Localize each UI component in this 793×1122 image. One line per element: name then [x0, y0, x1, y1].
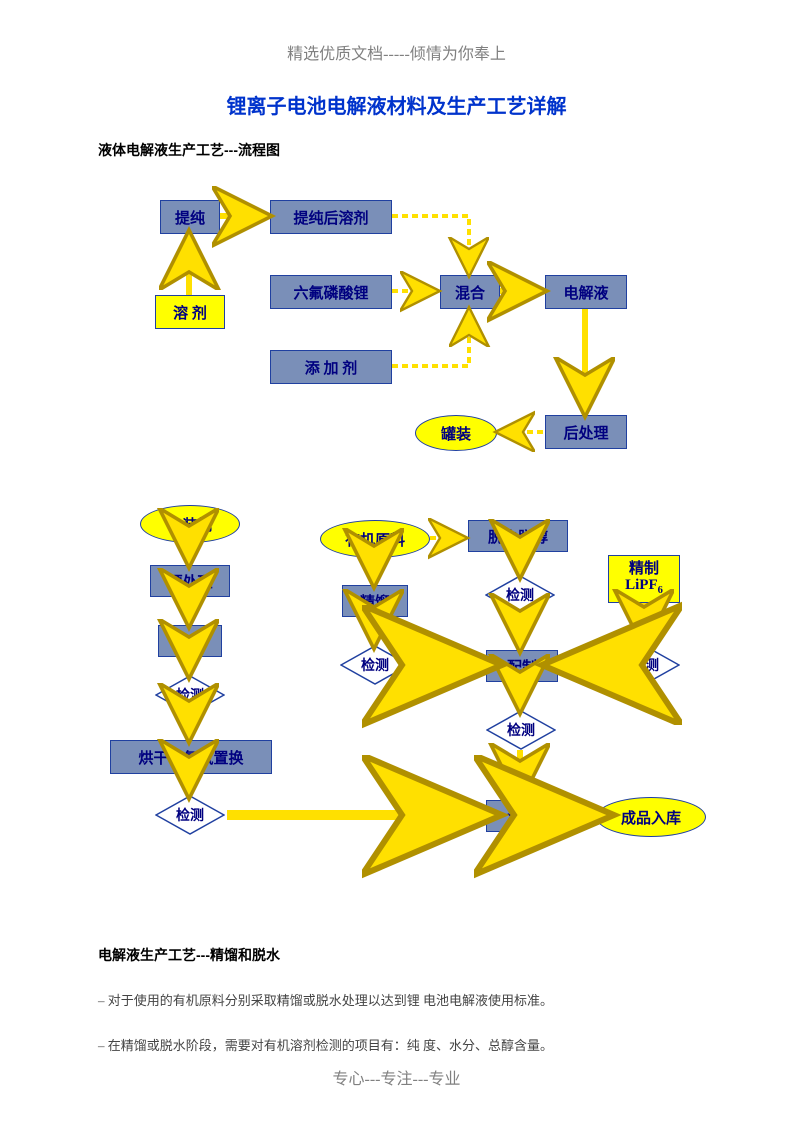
body-line-1: – 对于使用的有机原料分别采取精馏或脱水处理以达到锂 电池电解液使用标准。: [98, 990, 695, 1009]
section-2-title: 电解液生产工艺---精馏和脱水: [98, 945, 280, 965]
flow2-arrows: [0, 0, 793, 870]
body-line-2: – 在精馏或脱水阶段，需要对有机溶剂检测的项目有：纯 度、水分、总醇含量。: [98, 1035, 695, 1054]
page-footer: 专心---专注---专业: [0, 1065, 793, 1089]
